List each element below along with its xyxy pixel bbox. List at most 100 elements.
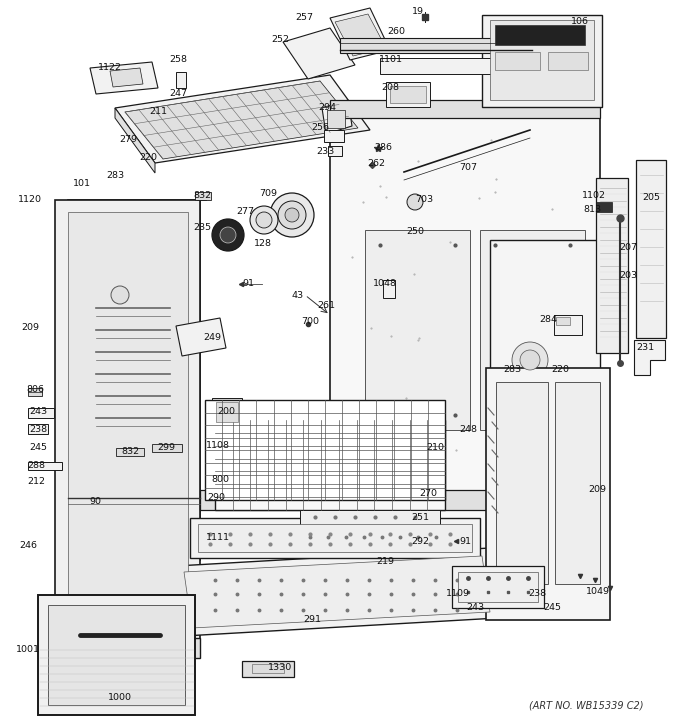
Circle shape: [285, 208, 299, 222]
Text: 806: 806: [26, 385, 44, 395]
Circle shape: [256, 212, 272, 228]
Text: 200: 200: [217, 408, 235, 416]
Text: 290: 290: [207, 494, 225, 502]
Circle shape: [111, 286, 129, 304]
Text: 91: 91: [459, 536, 471, 545]
Text: 283: 283: [106, 170, 124, 180]
Text: 1122: 1122: [98, 64, 122, 72]
Text: 257: 257: [295, 14, 313, 22]
Polygon shape: [555, 382, 600, 584]
Polygon shape: [198, 524, 472, 552]
Text: 203: 203: [619, 271, 637, 279]
Polygon shape: [190, 518, 480, 558]
Text: 291: 291: [303, 615, 321, 625]
Text: 1120: 1120: [18, 195, 42, 204]
Text: 211: 211: [149, 107, 167, 117]
Text: 703: 703: [415, 195, 433, 204]
Text: 279: 279: [119, 135, 137, 145]
Text: 1101: 1101: [379, 56, 403, 64]
Text: 207: 207: [619, 243, 637, 253]
Circle shape: [270, 193, 314, 237]
Polygon shape: [486, 368, 610, 620]
Polygon shape: [330, 108, 600, 560]
Polygon shape: [90, 270, 178, 480]
Bar: [152, 444, 182, 452]
Bar: [28, 462, 62, 470]
Text: 208: 208: [381, 83, 399, 93]
Text: 212: 212: [27, 478, 45, 487]
Polygon shape: [184, 556, 490, 628]
Text: 238: 238: [29, 426, 47, 434]
Text: 205: 205: [642, 193, 660, 203]
Bar: [295, 528, 445, 546]
Text: 707: 707: [459, 164, 477, 172]
Text: 231: 231: [636, 343, 654, 353]
Polygon shape: [365, 230, 470, 430]
Text: 235: 235: [193, 224, 211, 232]
Text: 252: 252: [271, 35, 289, 44]
Polygon shape: [634, 340, 665, 375]
Bar: [28, 388, 42, 396]
Polygon shape: [636, 160, 666, 338]
Text: 1102: 1102: [582, 192, 606, 201]
Bar: [495, 52, 540, 70]
Bar: [556, 317, 570, 325]
Bar: [495, 25, 585, 45]
Polygon shape: [322, 100, 352, 134]
Polygon shape: [480, 230, 585, 430]
Polygon shape: [68, 200, 200, 560]
Bar: [386, 82, 430, 107]
Bar: [458, 572, 538, 602]
Polygon shape: [200, 490, 590, 510]
Circle shape: [512, 342, 548, 378]
Text: 106: 106: [571, 17, 589, 27]
Text: 210: 210: [426, 444, 444, 452]
Text: 251: 251: [411, 513, 429, 523]
Text: 128: 128: [254, 240, 272, 248]
Text: 299: 299: [157, 444, 175, 452]
Polygon shape: [335, 14, 386, 56]
Text: 220: 220: [551, 364, 569, 374]
Text: 277: 277: [236, 206, 254, 216]
Text: 1111: 1111: [206, 534, 230, 542]
Bar: [216, 402, 238, 422]
Text: 1048: 1048: [373, 279, 397, 288]
Bar: [242, 661, 294, 677]
Polygon shape: [115, 108, 155, 173]
Bar: [482, 15, 602, 107]
Bar: [490, 20, 594, 100]
Circle shape: [220, 227, 236, 243]
Polygon shape: [176, 318, 226, 356]
Polygon shape: [125, 81, 358, 159]
Polygon shape: [55, 638, 200, 658]
Bar: [548, 52, 588, 70]
Text: 243: 243: [29, 408, 47, 416]
Text: 270: 270: [419, 489, 437, 499]
Bar: [596, 178, 628, 353]
Text: 260: 260: [387, 28, 405, 36]
Polygon shape: [330, 8, 390, 60]
Text: 219: 219: [376, 557, 394, 565]
Polygon shape: [110, 68, 143, 87]
Bar: [212, 398, 242, 426]
Text: 284: 284: [539, 316, 557, 324]
Bar: [596, 202, 612, 212]
Text: 245: 245: [543, 604, 561, 613]
Bar: [340, 38, 530, 53]
Bar: [380, 58, 500, 74]
Text: 288: 288: [27, 461, 45, 471]
Text: 249: 249: [203, 334, 221, 342]
Text: 220: 220: [139, 153, 157, 162]
Text: 258: 258: [169, 56, 187, 64]
Bar: [330, 100, 600, 118]
Polygon shape: [90, 62, 158, 94]
Text: 209: 209: [21, 324, 39, 332]
Bar: [300, 510, 440, 525]
Polygon shape: [176, 548, 498, 636]
Bar: [204, 525, 276, 543]
Text: 292: 292: [411, 537, 429, 547]
Polygon shape: [496, 382, 548, 584]
Text: 90: 90: [89, 497, 101, 507]
Polygon shape: [283, 28, 355, 79]
Text: 209: 209: [588, 486, 606, 494]
